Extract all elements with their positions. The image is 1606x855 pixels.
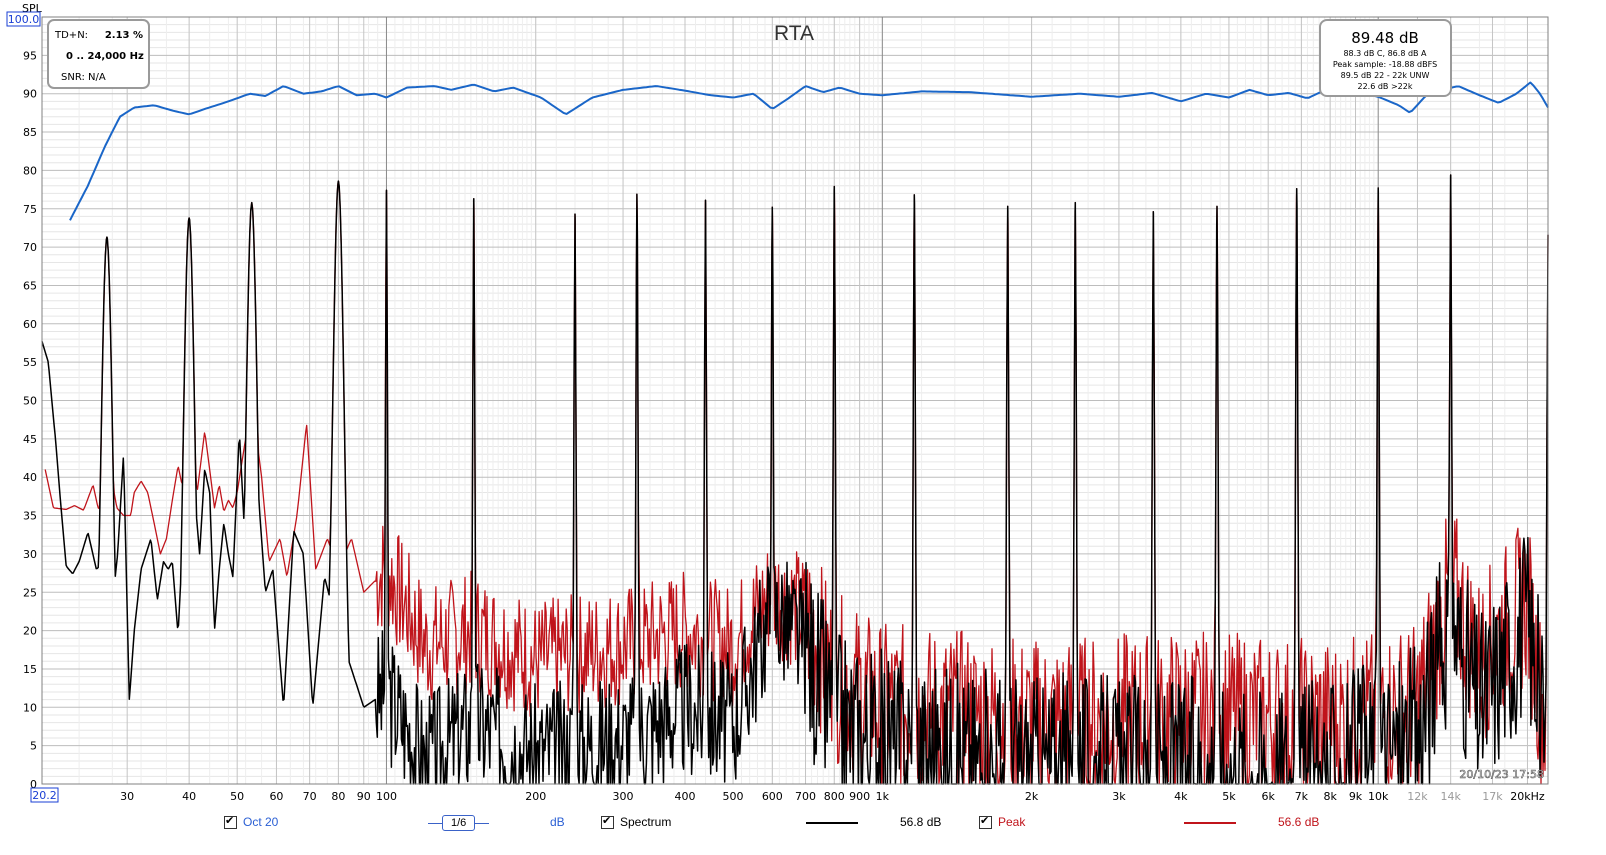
x-tick-label: 100 — [376, 790, 397, 803]
x-tick-label: 7k — [1295, 790, 1309, 803]
series-oct-line — [69, 81, 1549, 221]
x-tick-label: 3k — [1112, 790, 1126, 803]
x-tick-label: 40 — [182, 790, 196, 803]
y-tick-label: 0 — [30, 778, 37, 791]
y-axis-ticks: 0 5 10 15 20 25 30 35 40 45 50 55 60 65 70 75 80 85 90 95 — [23, 49, 37, 791]
x-min-box[interactable] — [30, 787, 59, 803]
y-tick-label: 45 — [23, 433, 37, 446]
timestamp: 20/10/23 17:58 — [1459, 768, 1544, 781]
level-line4: 22.6 dB >22k — [1358, 82, 1413, 91]
oct20-checkbox[interactable] — [224, 814, 237, 829]
spectrum-label: Spectrum — [620, 815, 672, 829]
peak-checkbox[interactable] — [979, 814, 992, 829]
level-line3: 89.5 dB 22 - 22k UNW — [1341, 71, 1430, 80]
y-tick-label: 35 — [23, 510, 37, 523]
x-tick-label: 50 — [230, 790, 244, 803]
y-tick-label: 5 — [30, 740, 37, 753]
y-max-value: 100.0 — [8, 13, 40, 26]
thd-info-box: TD+N: 2.13 % 0 .. 24,000 Hz SNR: N/A — [47, 19, 150, 89]
y-tick-label: 55 — [23, 356, 37, 369]
units-label[interactable]: dB — [550, 815, 565, 829]
x-tick-label: 1k — [876, 790, 890, 803]
x-tick-label: 300 — [613, 790, 634, 803]
series-spectrum — [41, 174, 1549, 785]
y-tick-label: 40 — [23, 471, 37, 484]
spectrum-swatch — [806, 822, 858, 824]
spectrum-checkbox[interactable] — [601, 814, 614, 829]
level-info-box: 89.48 dB 88.3 dB C, 86.8 dB A Peak sampl… — [1319, 19, 1452, 97]
x-tick-label: 6k — [1262, 790, 1276, 803]
snr-value: N/A — [88, 72, 106, 83]
x-tick-label: 600 — [762, 790, 783, 803]
chart-title: RTA — [774, 22, 814, 45]
y-tick-label: 90 — [23, 88, 37, 101]
spectrum-value: 56.8 dB — [900, 815, 942, 829]
oct20-label: Oct 20 — [243, 815, 279, 829]
series-peak-line — [44, 174, 1549, 785]
peak-swatch — [1184, 822, 1236, 824]
thd-value: 2.13 % — [105, 30, 143, 41]
level-main: 89.48 dB — [1351, 29, 1419, 47]
x-tick-label: 500 — [723, 790, 744, 803]
y-tick-label: 80 — [23, 164, 37, 177]
y-tick-label: 65 — [23, 279, 37, 292]
legend-peak[interactable]: Peak — [979, 814, 1026, 829]
series-spectrum-line — [41, 174, 1549, 785]
y-tick-label: 85 — [23, 126, 37, 139]
y-tick-label: 95 — [23, 49, 37, 62]
x-axis-ticks: 30 40 50 60 70 80 90 100 200 300 400 500 600 700 800 90… — [120, 790, 1545, 803]
y-tick-label: 15 — [23, 663, 37, 676]
x-min-value: 20.2 — [32, 789, 57, 802]
legend-spectrum[interactable]: Spectrum — [601, 814, 672, 829]
x-tick-label: 2k — [1025, 790, 1039, 803]
series-oct20 — [69, 81, 1549, 221]
y-tick-label: 20 — [23, 625, 37, 638]
x-tick-label: 17k — [1482, 790, 1503, 803]
x-tick-label: 70 — [303, 790, 317, 803]
peak-label: Peak — [998, 815, 1026, 829]
y-tick-label: 30 — [23, 548, 37, 561]
peak-value: 56.6 dB — [1278, 815, 1320, 829]
x-tick-label: 700 — [795, 790, 816, 803]
y-tick-label: 50 — [23, 395, 37, 408]
x-tick-label: 60 — [269, 790, 283, 803]
legend-bar: Oct 20 1/6 dB Spectrum 56.8 dB Peak 56.6… — [0, 812, 1606, 840]
rta-chart: 0 5 10 15 20 25 30 35 40 45 50 55 60 65 70 75 80 85 90 95 3… — [6, 2, 1549, 803]
x-tick-label: 900 — [849, 790, 870, 803]
x-tick-label: 30 — [120, 790, 134, 803]
y-tick-label: 25 — [23, 586, 37, 599]
y-tick-label: 10 — [23, 701, 37, 714]
snr-label: SNR: — [61, 72, 85, 83]
y-tick-label: 75 — [23, 203, 37, 216]
freq-range: 0 .. 24,000 Hz — [66, 51, 144, 62]
series-peak — [44, 174, 1549, 785]
legend-oct20[interactable]: Oct 20 — [224, 814, 279, 829]
x-tick-label: 800 — [824, 790, 845, 803]
level-line2: Peak sample: -18.88 dBFS — [1333, 60, 1437, 69]
y-tick-label: 60 — [23, 318, 37, 331]
x-tick-label: 4k — [1174, 790, 1188, 803]
x-tick-label: 80 — [331, 790, 345, 803]
smoothing-control[interactable]: 1/6 — [428, 815, 490, 831]
x-tick-label: 9k — [1349, 790, 1363, 803]
x-tick-label: 400 — [675, 790, 696, 803]
major-gridlines — [42, 17, 1548, 784]
x-tick-label: 20kHz — [1510, 790, 1545, 803]
x-tick-label: 90 — [357, 790, 371, 803]
x-tick-label: 12k — [1407, 790, 1428, 803]
smoothing-value[interactable]: 1/6 — [442, 815, 476, 831]
x-tick-label: 14k — [1440, 790, 1461, 803]
level-line1: 88.3 dB C, 86.8 dB A — [1343, 49, 1427, 58]
x-tick-label: 8k — [1323, 790, 1337, 803]
x-tick-label: 200 — [525, 790, 546, 803]
y-tick-label: 70 — [23, 241, 37, 254]
thd-label: TD+N: — [54, 30, 88, 41]
y-max-box[interactable] — [6, 11, 41, 27]
x-tick-label: 10k — [1368, 790, 1389, 803]
plot-frame — [41, 16, 1549, 785]
x-tick-label: 5k — [1222, 790, 1236, 803]
